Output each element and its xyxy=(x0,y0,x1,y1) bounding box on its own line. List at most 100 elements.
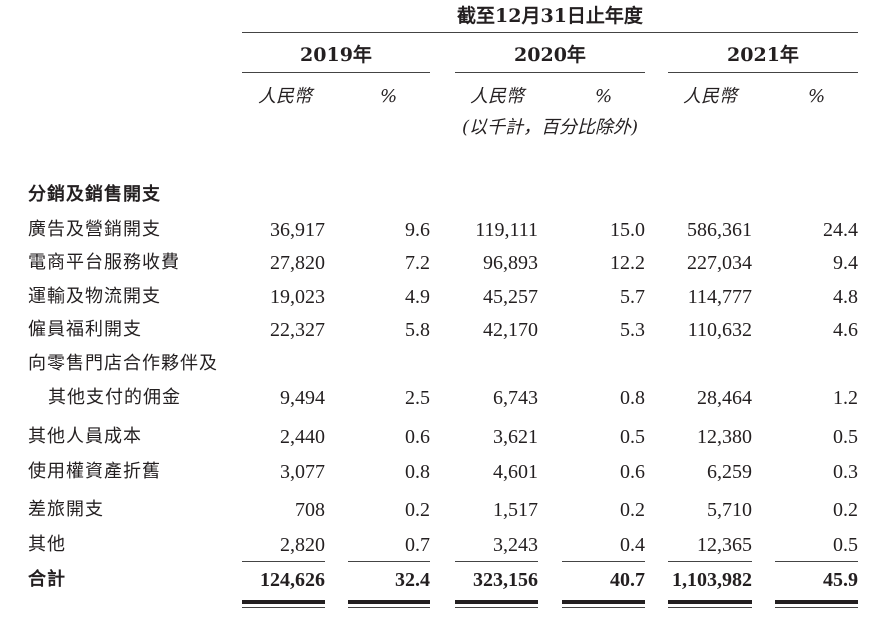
column-subheader: 人民幣 xyxy=(258,86,312,107)
period-underline xyxy=(242,32,858,33)
cell-value: 96,893 xyxy=(483,252,538,274)
cell-value: 110,632 xyxy=(687,319,752,341)
year-underline xyxy=(242,72,430,73)
row-label: 僱員福利開支 xyxy=(28,319,142,340)
double-rule-thick xyxy=(455,600,538,604)
cell-value: 9.6 xyxy=(405,219,430,241)
total-label: 合計 xyxy=(28,569,66,590)
cell-value: 3,077 xyxy=(280,461,325,483)
cell-value: 5,710 xyxy=(707,499,752,521)
double-rule-thick xyxy=(668,600,752,604)
total-value: 40.7 xyxy=(610,569,645,591)
row-label: 其他人員成本 xyxy=(28,426,142,447)
cell-value: 3,621 xyxy=(493,426,538,448)
cell-value: 227,034 xyxy=(687,252,752,274)
row-label: 其他 xyxy=(28,534,66,555)
row-label: 向零售門店合作夥伴及 xyxy=(28,353,218,374)
total-value: 45.9 xyxy=(823,569,858,591)
column-subheader: % xyxy=(595,86,613,107)
unit-note: (以千計，百分比除外) xyxy=(461,117,639,138)
cell-value: 1,517 xyxy=(493,499,538,521)
double-rule-thin xyxy=(562,607,645,608)
cell-value: 119,111 xyxy=(475,219,538,241)
cell-value: 28,464 xyxy=(697,387,752,409)
cell-value: 5.7 xyxy=(620,286,645,308)
year-header: 2019年 xyxy=(300,44,372,66)
cell-value: 42,170 xyxy=(483,319,538,341)
row-label: 電商平台服務收費 xyxy=(28,252,180,273)
year-underline xyxy=(455,72,645,73)
cell-value: 19,023 xyxy=(270,286,325,308)
cell-value: 24.4 xyxy=(823,219,858,241)
year-underline xyxy=(668,72,858,73)
double-rule-thin xyxy=(242,607,325,608)
cell-value: 0.5 xyxy=(620,426,645,448)
double-rule-thin xyxy=(455,607,538,608)
cell-value: 12,365 xyxy=(697,534,752,556)
total-value: 323,156 xyxy=(473,569,538,591)
cell-value: 3,243 xyxy=(493,534,538,556)
double-rule-thick xyxy=(242,600,325,604)
cell-value: 27,820 xyxy=(270,252,325,274)
section-title: 分銷及銷售開支 xyxy=(28,184,161,205)
subtotal-rule xyxy=(242,561,325,562)
cell-value: 22,327 xyxy=(270,319,325,341)
cell-value: 45,257 xyxy=(483,286,538,308)
cell-value: 36,917 xyxy=(270,219,325,241)
cell-value: 0.5 xyxy=(833,534,858,556)
cell-value: 5.8 xyxy=(405,319,430,341)
cell-value: 0.5 xyxy=(833,426,858,448)
total-value: 32.4 xyxy=(395,569,430,591)
cell-value: 0.7 xyxy=(405,534,430,556)
row-label: 運輸及物流開支 xyxy=(28,286,161,307)
cell-value: 4.8 xyxy=(833,286,858,308)
cell-value: 15.0 xyxy=(610,219,645,241)
column-subheader: 人民幣 xyxy=(470,86,524,107)
double-rule-thick xyxy=(775,600,858,604)
cell-value: 12.2 xyxy=(610,252,645,274)
cell-value: 9,494 xyxy=(280,387,325,409)
cell-value: 114,777 xyxy=(687,286,752,308)
cell-value: 586,361 xyxy=(687,219,752,241)
double-rule-thin xyxy=(668,607,752,608)
row-label: 其他支付的佣金 xyxy=(48,387,181,408)
cell-value: 12,380 xyxy=(697,426,752,448)
cell-value: 708 xyxy=(295,499,325,521)
cell-value: 9.4 xyxy=(833,252,858,274)
subtotal-rule xyxy=(455,561,538,562)
cell-value: 6,259 xyxy=(707,461,752,483)
row-label: 使用權資產折舊 xyxy=(28,461,161,482)
column-subheader: % xyxy=(808,86,826,107)
cell-value: 0.2 xyxy=(405,499,430,521)
cell-value: 4,601 xyxy=(493,461,538,483)
subtotal-rule xyxy=(562,561,645,562)
year-header: 2020年 xyxy=(514,44,586,66)
cell-value: 4.6 xyxy=(833,319,858,341)
cell-value: 2.5 xyxy=(405,387,430,409)
cell-value: 0.4 xyxy=(620,534,645,556)
period-header: 截至12月31日止年度 xyxy=(457,5,643,27)
row-label: 廣告及營銷開支 xyxy=(28,219,161,240)
cell-value: 0.2 xyxy=(833,499,858,521)
double-rule-thin xyxy=(775,607,858,608)
total-value: 124,626 xyxy=(260,569,325,591)
cell-value: 1.2 xyxy=(833,387,858,409)
year-header: 2021年 xyxy=(727,44,799,66)
cell-value: 6,743 xyxy=(493,387,538,409)
column-subheader: % xyxy=(380,86,398,107)
double-rule-thick xyxy=(562,600,645,604)
column-subheader: 人民幣 xyxy=(683,86,737,107)
total-value: 1,103,982 xyxy=(672,569,752,591)
cell-value: 0.6 xyxy=(405,426,430,448)
cell-value: 0.8 xyxy=(405,461,430,483)
cell-value: 2,820 xyxy=(280,534,325,556)
double-rule-thick xyxy=(348,600,430,604)
cell-value: 2,440 xyxy=(280,426,325,448)
cell-value: 0.8 xyxy=(620,387,645,409)
subtotal-rule xyxy=(775,561,858,562)
cell-value: 5.3 xyxy=(620,319,645,341)
cell-value: 0.3 xyxy=(833,461,858,483)
cell-value: 4.9 xyxy=(405,286,430,308)
cell-value: 0.6 xyxy=(620,461,645,483)
